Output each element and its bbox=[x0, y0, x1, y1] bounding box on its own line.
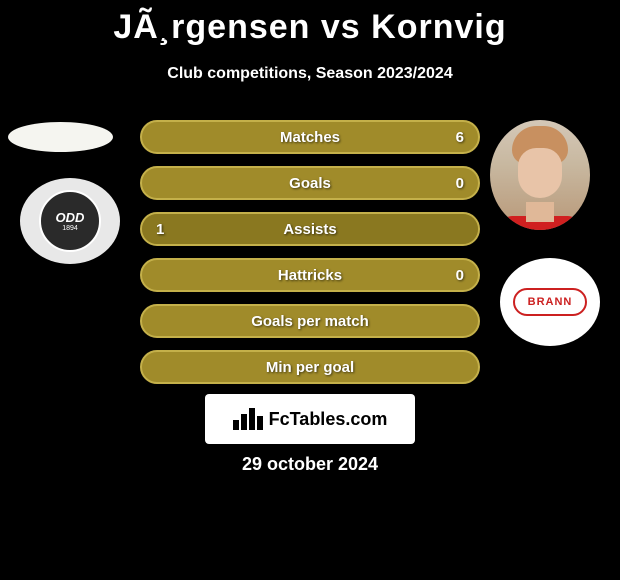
stat-right-value: 0 bbox=[456, 267, 464, 284]
footer-brand: FcTables.com bbox=[269, 409, 388, 430]
left-club-name: ODD bbox=[56, 210, 85, 225]
stat-label: Min per goal bbox=[266, 359, 354, 376]
brann-badge-icon: BRANN bbox=[513, 288, 587, 316]
stat-label: Matches bbox=[280, 129, 340, 146]
player-face-icon bbox=[490, 120, 590, 230]
stat-label: Goals bbox=[289, 175, 331, 192]
stat-label: Assists bbox=[283, 221, 336, 238]
left-player-avatar bbox=[8, 122, 113, 152]
bar-chart-icon bbox=[233, 408, 263, 430]
subtitle: Club competitions, Season 2023/2024 bbox=[0, 65, 620, 83]
stat-right-value: 6 bbox=[456, 129, 464, 146]
date-text: 29 october 2024 bbox=[0, 454, 620, 475]
stat-row: Hattricks 0 bbox=[140, 258, 480, 292]
stat-label: Hattricks bbox=[278, 267, 342, 284]
stat-label: Goals per match bbox=[251, 313, 369, 330]
right-club-badge: BRANN bbox=[500, 258, 600, 346]
left-club-year: 1894 bbox=[62, 225, 78, 232]
stat-row: Goals per match bbox=[140, 304, 480, 338]
left-club-badge: ODD 1894 bbox=[20, 178, 120, 264]
page-title: JÃ¸rgensen vs Kornvig bbox=[0, 0, 620, 47]
footer-logo: FcTables.com bbox=[205, 394, 415, 444]
stat-row: Goals 0 bbox=[140, 166, 480, 200]
odd-badge-icon: ODD 1894 bbox=[39, 190, 101, 252]
right-player-avatar bbox=[490, 120, 590, 230]
stat-right-value: 0 bbox=[456, 175, 464, 192]
stat-row: Matches 6 bbox=[140, 120, 480, 154]
stats-area: Matches 6 Goals 0 1 Assists Hattricks 0 Goals pe… bbox=[140, 120, 480, 396]
stat-left-value: 1 bbox=[156, 221, 164, 238]
stat-row: Min per goal bbox=[140, 350, 480, 384]
right-club-name: BRANN bbox=[528, 296, 573, 308]
stat-row: 1 Assists bbox=[140, 212, 480, 246]
